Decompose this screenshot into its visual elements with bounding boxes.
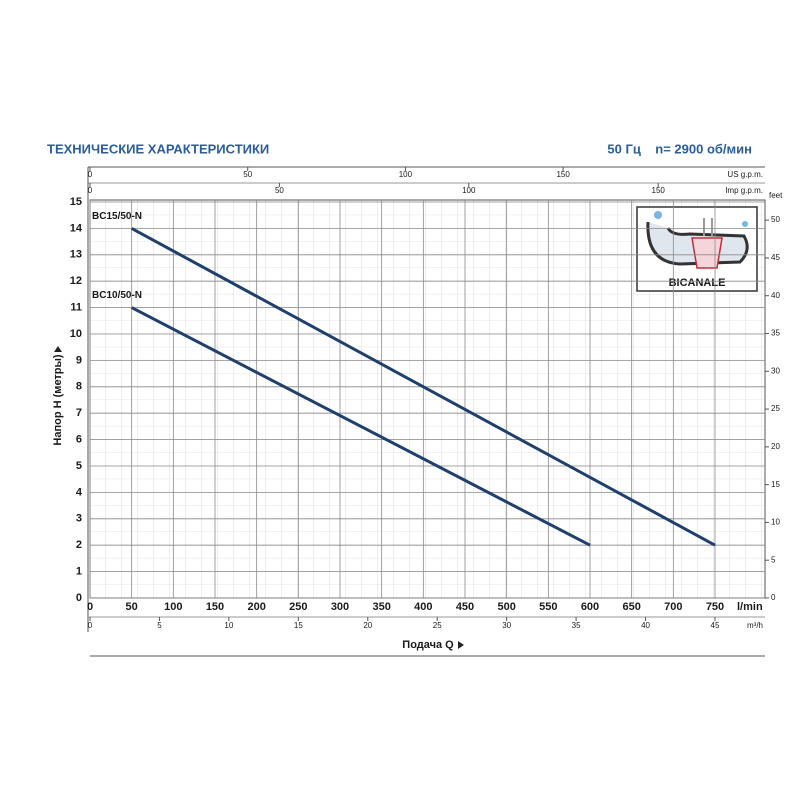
- arrow: [458, 641, 464, 649]
- x-tick-label: 500: [497, 601, 515, 613]
- y2-tick-label: 45: [771, 253, 780, 262]
- x2-tick-label: 20: [363, 621, 372, 630]
- x-tick-label: 650: [622, 601, 640, 613]
- y-tick-label: 1: [76, 566, 82, 578]
- y-tick-label: 12: [70, 275, 82, 287]
- y2-tick-label: 40: [771, 291, 780, 300]
- x-axis-label: Подача Q: [402, 639, 454, 651]
- series-label: BC15/50-N: [92, 211, 142, 222]
- y-tick-label: 5: [76, 460, 82, 472]
- x-tick-label: 0: [87, 601, 93, 613]
- x2-tick-label: 5: [157, 621, 162, 630]
- y2-axis-label: feet: [769, 191, 783, 200]
- x2-tick-label: 0: [88, 170, 93, 179]
- x2-tick-label: 15: [294, 621, 303, 630]
- chart-subtitle: 50 Гц n= 2900 об/мин: [607, 141, 752, 156]
- series-line: [130, 227, 716, 547]
- x2-unit: US g.p.m.: [727, 170, 763, 179]
- series-label: BC10/50-N: [92, 290, 142, 301]
- y2-tick-label: 30: [771, 366, 780, 375]
- x-tick-label: 600: [581, 601, 599, 613]
- y2-tick-label: 10: [771, 518, 780, 527]
- x-tick-label: 750: [706, 601, 724, 613]
- shaft: [703, 218, 713, 236]
- x-tick-label: 450: [456, 601, 474, 613]
- y-tick-label: 11: [70, 302, 82, 314]
- x-tick-label: 550: [539, 601, 557, 613]
- series-line: [130, 306, 591, 547]
- x-tick-label: 700: [664, 601, 682, 613]
- x2-tick-label: 0: [88, 621, 93, 630]
- x-tick-label: 350: [372, 601, 390, 613]
- flow-arrow: [742, 221, 748, 227]
- arrow: [54, 346, 62, 352]
- x-tick-label: 200: [247, 601, 265, 613]
- x2-tick-label: 25: [433, 621, 442, 630]
- y2-tick-label: 35: [771, 329, 780, 338]
- y-tick-label: 13: [70, 249, 82, 261]
- x-tick-label: 50: [126, 601, 138, 613]
- inset-label: BICANALE: [669, 277, 726, 289]
- flow-arrow: [654, 211, 662, 219]
- x2-tick-label: 150: [652, 186, 666, 195]
- x2-tick-label: 30: [502, 621, 511, 630]
- y2-tick-label: 0: [771, 593, 776, 602]
- y-tick-label: 7: [76, 407, 82, 419]
- y-tick-label: 2: [76, 539, 82, 551]
- x-tick-label: 150: [206, 601, 224, 613]
- x2-tick-label: 50: [275, 186, 284, 195]
- x2-tick-label: 50: [243, 170, 252, 179]
- x2-tick-label: 35: [572, 621, 581, 630]
- y-tick-label: 4: [76, 486, 83, 498]
- y2-tick-label: 50: [771, 215, 780, 224]
- y2-tick-label: 20: [771, 442, 780, 451]
- x2-unit: Imp g.p.m.: [725, 186, 763, 195]
- y-axis-label: Напор H (метры): [52, 354, 64, 445]
- x2-tick-label: 40: [641, 621, 650, 630]
- y-tick-label: 15: [70, 196, 82, 208]
- x2-tick-label: 45: [711, 621, 720, 630]
- x2-unit: m³/h: [747, 621, 763, 630]
- x-tick-label: 100: [164, 601, 182, 613]
- x2-tick-label: 0: [88, 186, 93, 195]
- x2-tick-label: 10: [224, 621, 233, 630]
- x2-tick-label: 150: [556, 170, 570, 179]
- y-tick-label: 6: [76, 434, 82, 446]
- y-tick-label: 0: [76, 592, 82, 604]
- y-tick-label: 9: [76, 354, 82, 366]
- x-tick-label: 300: [331, 601, 349, 613]
- x-tick-label: 250: [289, 601, 307, 613]
- y-tick-label: 8: [76, 381, 82, 393]
- x-tick-label: 400: [414, 601, 432, 613]
- inset: BICANALE: [636, 206, 758, 292]
- chart-title: ТЕХНИЧЕСКИЕ ХАРАКТЕРИСТИКИ: [47, 141, 269, 156]
- x2-tick-label: 100: [462, 186, 476, 195]
- y-tick-label: 14: [70, 222, 83, 234]
- y2-tick-label: 5: [771, 555, 776, 564]
- impeller: [691, 237, 723, 269]
- x-unit: l/min: [737, 601, 763, 613]
- y-tick-label: 10: [70, 328, 82, 340]
- y-tick-label: 3: [76, 513, 82, 525]
- x2-tick-label: 100: [399, 170, 413, 179]
- y2-tick-label: 15: [771, 480, 780, 489]
- y2-tick-label: 25: [771, 404, 780, 413]
